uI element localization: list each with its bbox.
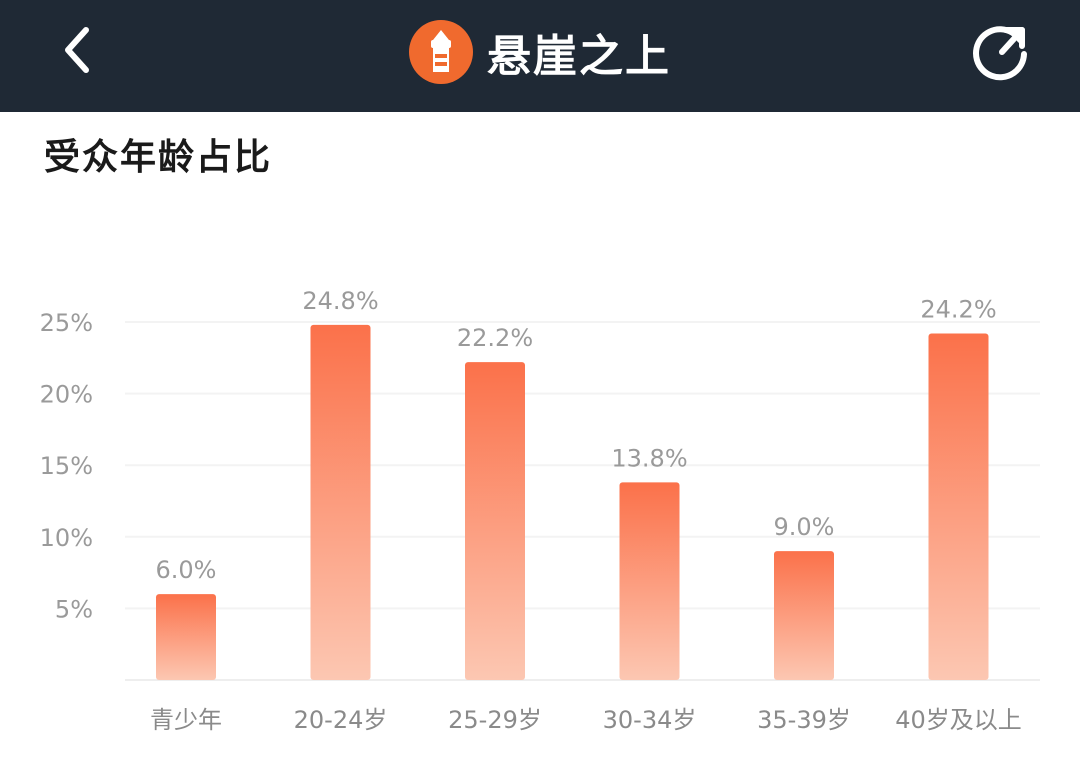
bar[interactable]: [928, 333, 989, 680]
bar[interactable]: [619, 482, 680, 680]
x-tick-label: 35-39岁: [757, 706, 851, 734]
x-tick-label: 20-24岁: [294, 706, 388, 734]
share-button[interactable]: [966, 14, 1038, 86]
x-tick-label: 30-34岁: [603, 706, 697, 734]
bar[interactable]: [774, 551, 834, 680]
share-refresh-icon: [973, 26, 1027, 81]
y-tick-label: 5%: [55, 595, 93, 623]
x-tick-label: 40岁及以上: [895, 706, 1022, 734]
bar[interactable]: [465, 362, 525, 680]
data-label: 24.8%: [302, 287, 378, 315]
y-tick-label: 10%: [40, 524, 93, 552]
y-tick-label: 25%: [40, 309, 93, 337]
x-tick-label: 青少年: [150, 706, 222, 734]
y-tick-label: 20%: [40, 381, 93, 409]
y-tick-label: 15%: [40, 452, 93, 480]
data-label: 22.2%: [457, 324, 533, 352]
section-title: 受众年龄占比: [44, 137, 273, 178]
data-label: 13.8%: [611, 444, 687, 472]
data-label: 9.0%: [774, 513, 835, 541]
back-button[interactable]: [44, 18, 114, 88]
data-label: 6.0%: [156, 556, 217, 584]
bar[interactable]: [310, 324, 371, 680]
x-tick-label: 25-29岁: [448, 706, 542, 734]
chevron-left-icon: [65, 27, 89, 73]
bar[interactable]: [156, 594, 216, 680]
data-label: 24.2%: [920, 295, 996, 323]
